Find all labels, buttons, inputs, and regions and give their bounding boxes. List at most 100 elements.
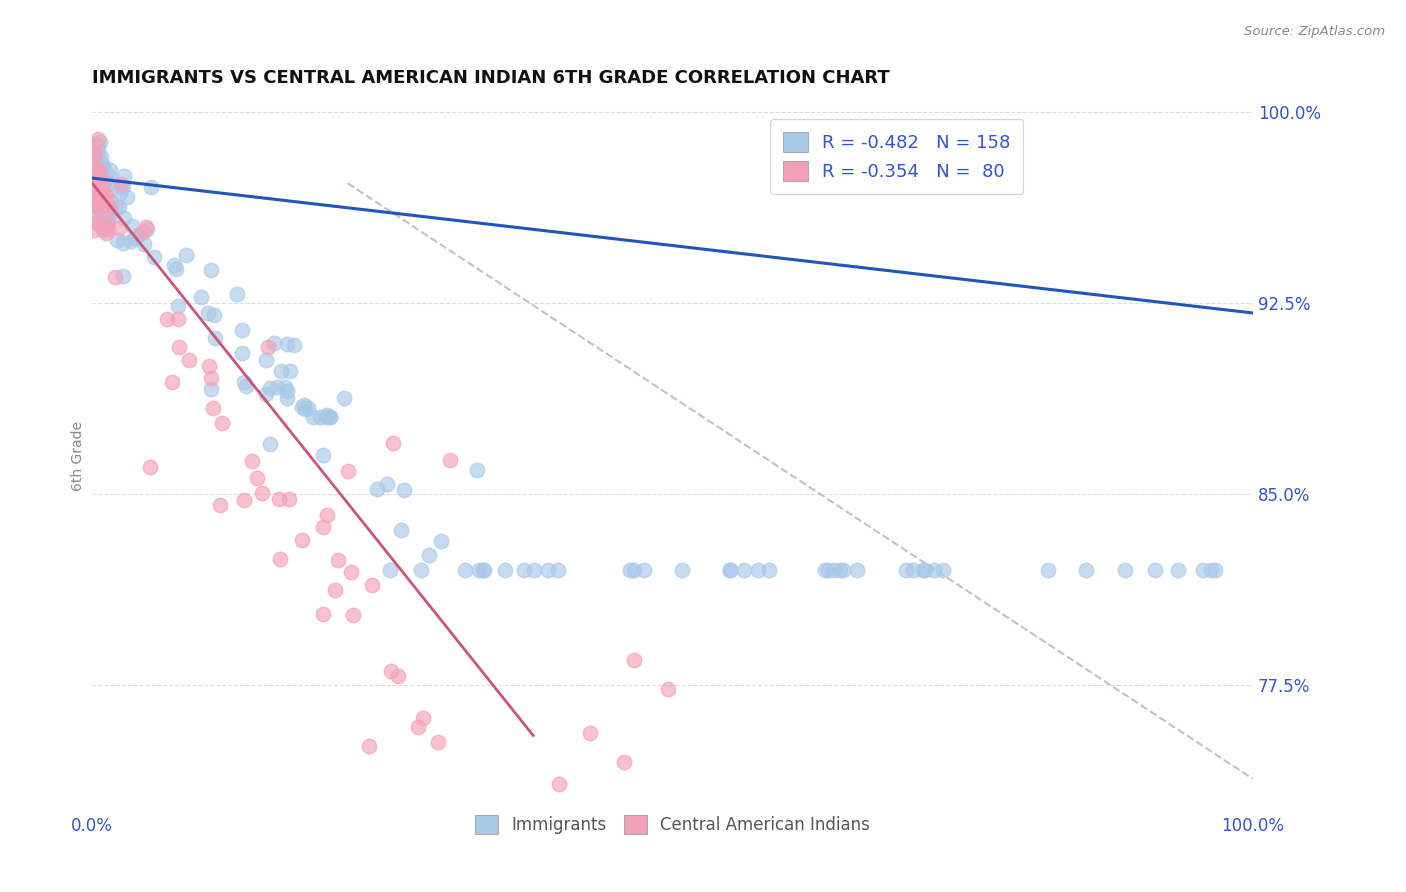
Point xyxy=(86,215,108,229)
Point xyxy=(87,215,110,229)
Point xyxy=(453,563,475,577)
Point xyxy=(94,206,117,220)
Point xyxy=(91,213,114,227)
Point xyxy=(233,492,256,507)
Point xyxy=(932,563,955,577)
Point xyxy=(291,400,314,414)
Point xyxy=(914,563,936,577)
Point xyxy=(124,231,146,245)
Point xyxy=(98,205,121,219)
Point xyxy=(93,159,115,173)
Point xyxy=(246,471,269,485)
Point xyxy=(84,166,107,180)
Point xyxy=(167,299,190,313)
Point xyxy=(97,213,120,227)
Point xyxy=(718,563,741,577)
Point xyxy=(231,323,253,337)
Point xyxy=(177,353,200,368)
Point xyxy=(100,206,122,220)
Point xyxy=(112,211,135,225)
Point xyxy=(84,142,107,156)
Point xyxy=(89,167,111,181)
Point xyxy=(269,552,291,566)
Point xyxy=(84,148,107,162)
Point xyxy=(747,563,769,577)
Point xyxy=(332,391,354,405)
Point xyxy=(83,167,105,181)
Point xyxy=(291,533,314,548)
Point xyxy=(315,410,337,425)
Point xyxy=(83,146,105,161)
Point xyxy=(108,221,131,235)
Point xyxy=(512,563,534,577)
Point xyxy=(412,711,434,725)
Point xyxy=(110,178,132,192)
Point xyxy=(547,777,569,791)
Point xyxy=(87,132,110,146)
Point xyxy=(89,163,111,178)
Point xyxy=(616,817,638,831)
Point xyxy=(733,563,755,577)
Point xyxy=(240,454,263,468)
Point xyxy=(231,346,253,360)
Point xyxy=(252,485,274,500)
Point xyxy=(90,150,112,164)
Point xyxy=(115,190,138,204)
Point xyxy=(190,290,212,304)
Point xyxy=(89,135,111,149)
Point xyxy=(278,364,301,378)
Point xyxy=(89,161,111,175)
Point xyxy=(98,162,121,177)
Point xyxy=(235,378,257,392)
Point xyxy=(328,552,350,566)
Point xyxy=(94,216,117,230)
Point xyxy=(89,153,111,168)
Point xyxy=(86,138,108,153)
Point xyxy=(97,222,120,236)
Point xyxy=(83,161,105,176)
Point xyxy=(94,205,117,219)
Point xyxy=(465,463,488,477)
Point xyxy=(104,201,127,215)
Point xyxy=(86,167,108,181)
Point xyxy=(211,416,233,430)
Point xyxy=(97,176,120,190)
Point xyxy=(523,563,546,577)
Point xyxy=(91,177,114,191)
Point xyxy=(91,174,114,188)
Point xyxy=(89,170,111,185)
Point xyxy=(87,184,110,198)
Point xyxy=(276,337,298,351)
Point xyxy=(226,287,249,301)
Point xyxy=(98,203,121,218)
Point xyxy=(1076,563,1098,577)
Point xyxy=(387,669,409,683)
Point xyxy=(105,233,128,247)
Point xyxy=(197,306,219,320)
Point xyxy=(84,156,107,170)
Point xyxy=(254,353,277,368)
Point xyxy=(718,563,741,577)
Point xyxy=(232,375,254,389)
Point xyxy=(87,164,110,178)
Point xyxy=(381,435,404,450)
Point xyxy=(114,169,136,183)
Point xyxy=(135,220,157,235)
Point xyxy=(134,236,156,251)
Point xyxy=(418,548,440,562)
Point xyxy=(922,563,945,577)
Point xyxy=(276,384,298,398)
Point xyxy=(823,563,845,577)
Point xyxy=(467,563,489,577)
Point xyxy=(266,380,288,394)
Point xyxy=(426,734,449,748)
Point xyxy=(198,359,221,373)
Point xyxy=(254,386,277,401)
Point xyxy=(89,202,111,216)
Point xyxy=(380,664,402,678)
Point xyxy=(87,142,110,156)
Point xyxy=(316,408,339,422)
Point xyxy=(94,189,117,203)
Point xyxy=(912,563,935,577)
Text: Source: ZipAtlas.com: Source: ZipAtlas.com xyxy=(1244,25,1385,38)
